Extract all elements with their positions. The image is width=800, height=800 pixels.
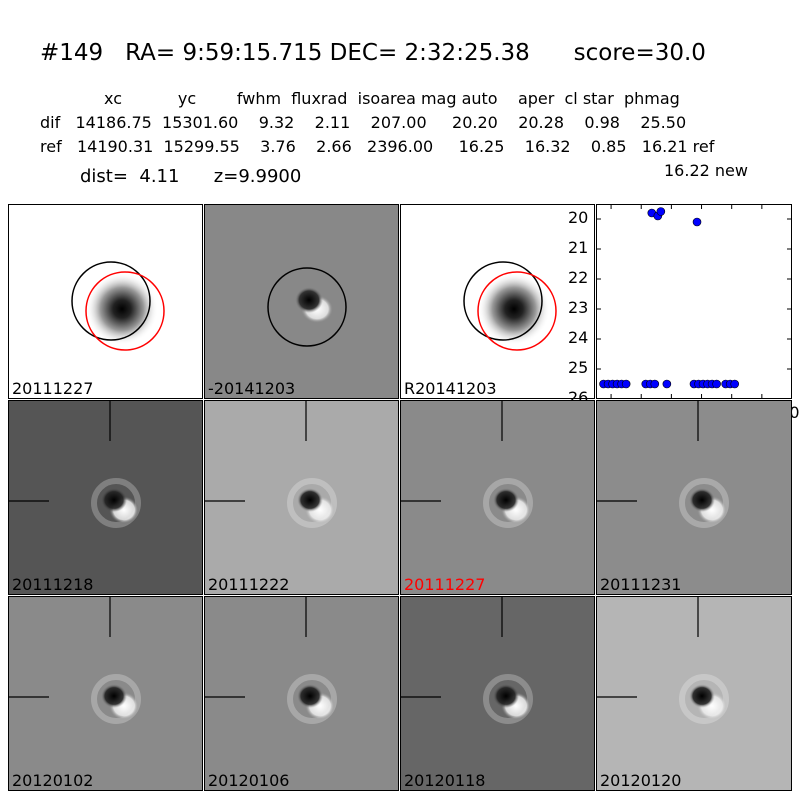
aperture-circle [267, 267, 347, 347]
light-curve-plot [595, 203, 792, 399]
stamp-image [205, 401, 337, 528]
panel-date-label: 20120106 [208, 771, 290, 790]
panel-date-label: 20111231 [600, 575, 682, 594]
new-aperture-circle [85, 271, 165, 351]
y-tick-label: 21 [568, 238, 589, 257]
y-tick-label: 24 [568, 328, 589, 347]
distance-line: dist= 4.11 z=9.9900 [80, 166, 302, 187]
stamp-image [401, 597, 533, 724]
stamp-image [9, 401, 141, 528]
stamp-image [9, 597, 141, 724]
negative-residual [295, 287, 323, 313]
stamp-panel: 20111222 [204, 400, 399, 595]
light-curve-svg [595, 203, 792, 399]
negative-residual [101, 488, 127, 512]
stamp-panel: 20111231 [596, 400, 792, 595]
panel-date-label: 20120102 [12, 771, 94, 790]
residual-halo [483, 674, 533, 724]
panel-date-label: 20111227 [404, 575, 486, 594]
stamp-image [401, 401, 533, 528]
negative-residual [493, 488, 519, 512]
column-headers: xc yc fwhm fluxrad isoarea mag auto aper… [104, 89, 680, 108]
data-point [656, 206, 665, 216]
negative-residual [493, 684, 519, 708]
stamp-image [205, 597, 337, 724]
panel-date-label: -20141203 [208, 379, 296, 398]
y-tick-label: 23 [568, 298, 589, 317]
stamp-panel-diff: -20141203 [204, 204, 399, 399]
new-aperture-circle [477, 271, 557, 351]
negative-residual [689, 488, 715, 512]
y-tick-label: 22 [568, 268, 589, 287]
negative-residual [101, 684, 127, 708]
residual-halo [483, 478, 533, 528]
negative-residual [689, 684, 715, 708]
data-point [649, 379, 659, 388]
data-point [711, 379, 721, 388]
negative-residual [297, 488, 323, 512]
data-point [662, 379, 671, 388]
panel-date-label: 20111227 [12, 379, 94, 398]
stamp-image [597, 597, 729, 724]
residual-halo [91, 674, 141, 724]
ref-row: ref 14190.31 15299.55 3.76 2.66 2396.00 … [40, 137, 715, 156]
ref-aperture-circle [463, 261, 543, 341]
stamp-panel: 20120120 [596, 596, 792, 791]
candidate-title: #149 RA= 9:59:15.715 DEC= 2:32:25.38 sco… [40, 40, 706, 66]
stamp-panel-r: R20141203 [400, 204, 595, 399]
data-point [621, 379, 630, 388]
residual-halo [287, 674, 337, 724]
stamp-panel: 20120102 [8, 596, 203, 791]
new-row: 16.22 new [664, 161, 748, 180]
stamp-panel: 20111218 [8, 400, 203, 595]
residual-halo [679, 674, 729, 724]
residual-halo [287, 478, 337, 528]
dif-row: dif 14186.75 15301.60 9.32 2.11 207.00 2… [40, 113, 687, 132]
panel-date-label: 20120120 [600, 771, 682, 790]
residual-halo [679, 478, 729, 528]
y-tick-label: 25 [568, 358, 589, 377]
data-point [692, 217, 701, 226]
panel-date-label: 20111218 [12, 575, 94, 594]
data-point [729, 379, 739, 388]
stamp-image [597, 401, 729, 528]
stamp-panel-ref: 20111227 [8, 204, 203, 399]
stamp-panel: 20111227 [400, 400, 595, 595]
panel-date-label: 20120118 [404, 771, 486, 790]
negative-residual [297, 684, 323, 708]
y-tick-label: 20 [568, 208, 589, 227]
panel-date-label: R20141203 [404, 379, 497, 398]
residual-halo [91, 478, 141, 528]
stamp-panel: 20120118 [400, 596, 595, 791]
ref-aperture-circle [71, 261, 151, 341]
stamp-panel: 20120106 [204, 596, 399, 791]
panel-date-label: 20111222 [208, 575, 290, 594]
